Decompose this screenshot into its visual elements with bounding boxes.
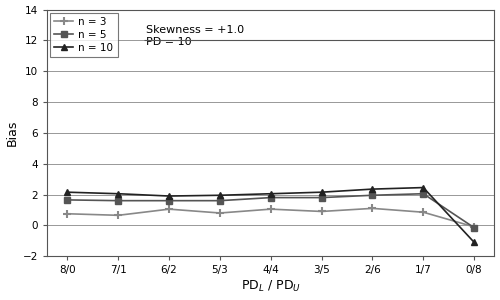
n = 5	[370, 194, 376, 197]
n = 3	[217, 211, 223, 215]
n = 5	[420, 192, 426, 196]
n = 5	[318, 196, 324, 200]
n = 10	[268, 192, 274, 196]
Legend: n = 3, n = 5, n = 10: n = 3, n = 5, n = 10	[50, 13, 117, 57]
n = 10	[217, 194, 223, 197]
Line: n = 10: n = 10	[64, 184, 478, 246]
Line: n = 3: n = 3	[64, 204, 478, 231]
n = 10	[420, 186, 426, 189]
n = 5	[471, 226, 477, 230]
n = 3	[116, 214, 121, 217]
n = 5	[217, 199, 223, 202]
Line: n = 5: n = 5	[64, 191, 477, 230]
n = 10	[370, 187, 376, 191]
n = 3	[471, 225, 477, 229]
n = 3	[420, 210, 426, 214]
n = 3	[268, 207, 274, 211]
X-axis label: PD$_L$ / PD$_U$: PD$_L$ / PD$_U$	[240, 279, 301, 294]
n = 5	[116, 199, 121, 202]
n = 3	[318, 210, 324, 213]
n = 10	[64, 190, 70, 194]
n = 10	[116, 192, 121, 196]
Y-axis label: Bias: Bias	[6, 120, 18, 146]
n = 3	[166, 207, 172, 211]
n = 5	[64, 198, 70, 202]
n = 10	[318, 190, 324, 194]
n = 10	[166, 194, 172, 198]
n = 5	[166, 199, 172, 202]
n = 10	[471, 241, 477, 244]
n = 5	[268, 196, 274, 200]
Text: Skewness = +1.0
PD = 10: Skewness = +1.0 PD = 10	[146, 25, 244, 46]
n = 3	[370, 207, 376, 210]
n = 3	[64, 212, 70, 216]
